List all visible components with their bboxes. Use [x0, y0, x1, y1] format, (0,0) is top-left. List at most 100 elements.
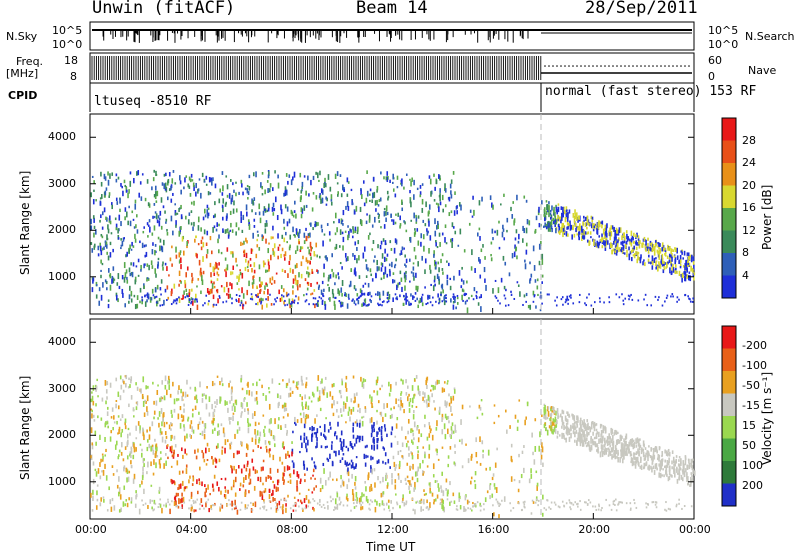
data-point	[630, 293, 632, 296]
data-point	[143, 488, 145, 495]
data-point	[189, 475, 191, 479]
velocity-scatter	[90, 374, 696, 519]
data-point	[550, 407, 552, 412]
data-point	[186, 241, 188, 246]
data-point	[657, 242, 659, 245]
data-point	[258, 298, 261, 303]
data-point	[188, 479, 190, 484]
data-point	[290, 303, 293, 308]
data-point	[379, 298, 381, 301]
data-point	[403, 186, 405, 190]
data-point	[439, 198, 441, 202]
data-point	[475, 451, 478, 458]
data-point	[147, 461, 149, 468]
data-point	[401, 426, 403, 431]
data-point	[558, 434, 561, 437]
data-point	[681, 276, 683, 283]
data-point	[196, 285, 198, 288]
data-point	[146, 446, 149, 452]
data-point	[684, 271, 687, 277]
data-point	[692, 468, 694, 474]
data-point	[513, 251, 516, 258]
data-point	[486, 490, 489, 494]
data-point	[126, 211, 128, 218]
data-point	[210, 250, 213, 255]
data-point	[153, 499, 156, 505]
data-point	[353, 400, 355, 404]
data-point	[601, 233, 603, 238]
data-point	[202, 256, 204, 262]
data-point	[317, 286, 320, 290]
data-point	[428, 247, 430, 254]
data-point	[139, 240, 141, 244]
data-point	[272, 248, 274, 252]
data-point	[264, 285, 266, 290]
data-point	[643, 457, 646, 461]
data-point	[573, 431, 576, 435]
data-point	[332, 478, 334, 481]
data-point	[128, 377, 130, 381]
data-point	[444, 224, 447, 229]
data-point	[405, 392, 408, 396]
data-point	[330, 194, 333, 200]
data-point	[269, 448, 271, 452]
data-point	[202, 452, 205, 459]
data-point	[638, 450, 640, 457]
data-point	[420, 296, 423, 303]
data-point	[324, 436, 327, 441]
data-point	[301, 185, 304, 190]
data-point	[195, 252, 197, 257]
data-point	[441, 503, 443, 510]
data-point	[226, 247, 229, 252]
data-point	[450, 426, 453, 431]
data-point	[533, 459, 536, 465]
data-point	[322, 295, 325, 298]
data-point	[391, 219, 393, 222]
data-point	[341, 446, 344, 452]
data-point	[568, 436, 571, 442]
data-point	[386, 297, 389, 300]
data-point	[354, 475, 357, 482]
data-point	[147, 224, 150, 227]
data-point	[232, 403, 235, 407]
data-point	[562, 206, 564, 213]
data-point	[123, 179, 126, 184]
data-point	[307, 405, 310, 411]
data-point	[501, 231, 504, 238]
data-point	[524, 419, 526, 426]
data-point	[658, 242, 660, 247]
data-point	[424, 286, 426, 289]
data-point	[173, 435, 176, 440]
data-point	[667, 244, 669, 250]
data-point	[293, 234, 295, 237]
data-point	[376, 266, 379, 272]
data-point	[434, 283, 436, 287]
data-point	[610, 225, 613, 230]
data-point	[510, 290, 512, 293]
data-point	[625, 448, 628, 452]
data-point	[238, 191, 240, 195]
data-point	[272, 489, 274, 496]
data-point	[252, 466, 255, 471]
data-point	[636, 437, 639, 444]
data-point	[286, 294, 289, 297]
data-point	[319, 498, 321, 503]
data-point	[450, 397, 453, 404]
data-point	[228, 193, 231, 199]
data-point	[459, 505, 462, 510]
data-point	[555, 421, 558, 428]
data-point	[217, 273, 220, 277]
data-point	[586, 434, 589, 437]
data-point	[252, 200, 254, 206]
data-point	[245, 258, 247, 263]
data-point	[240, 402, 243, 408]
data-point	[244, 408, 246, 413]
data-point	[600, 221, 602, 224]
data-point	[240, 412, 243, 416]
data-point	[297, 499, 300, 502]
data-point	[394, 238, 397, 243]
data-point	[136, 171, 138, 176]
data-point	[595, 423, 598, 426]
data-point	[674, 270, 677, 275]
data-point	[642, 451, 645, 458]
